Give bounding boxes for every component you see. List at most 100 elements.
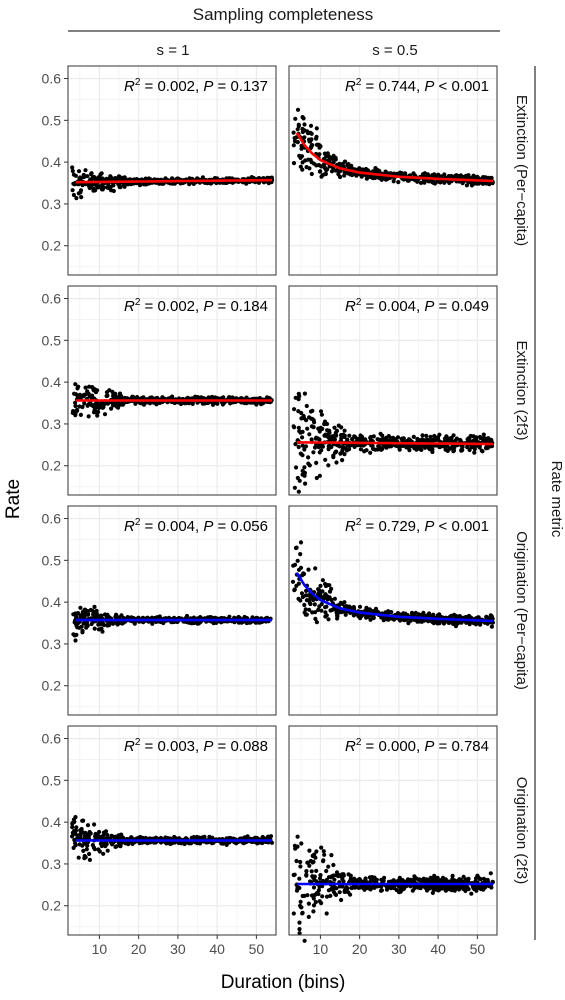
data-point bbox=[472, 444, 477, 449]
data-point bbox=[94, 610, 99, 615]
panel-background bbox=[68, 286, 276, 495]
data-point bbox=[334, 886, 339, 891]
y-tick-label: 0.6 bbox=[42, 731, 62, 747]
data-point bbox=[87, 394, 92, 399]
data-point bbox=[312, 874, 317, 879]
y-tick-label: 0.2 bbox=[42, 238, 62, 254]
data-point bbox=[342, 433, 347, 438]
data-point bbox=[101, 851, 106, 856]
data-point bbox=[302, 465, 307, 470]
data-point bbox=[368, 434, 373, 440]
data-point bbox=[307, 601, 312, 606]
data-point bbox=[301, 413, 306, 419]
data-point bbox=[342, 159, 348, 164]
data-point bbox=[450, 885, 455, 890]
data-point bbox=[294, 858, 299, 864]
data-point bbox=[351, 613, 356, 618]
data-point bbox=[375, 884, 380, 889]
data-point bbox=[317, 450, 322, 455]
data-point bbox=[472, 450, 477, 455]
data-point bbox=[306, 157, 311, 162]
data-point bbox=[92, 822, 97, 827]
data-point bbox=[398, 444, 403, 449]
data-point bbox=[339, 425, 344, 430]
data-point bbox=[443, 884, 448, 889]
panel-grid: Extinction (Per−capita) Extinction (2f3) O… bbox=[42, 65, 530, 957]
data-point bbox=[379, 884, 384, 889]
data-point bbox=[82, 853, 87, 859]
panel-border bbox=[67, 65, 277, 276]
stats-annotation: R2 = 0.002, P = 0.137 bbox=[124, 77, 268, 95]
data-point bbox=[184, 401, 189, 406]
row-strip-1 bbox=[502, 286, 523, 495]
data-point bbox=[474, 435, 479, 440]
data-point bbox=[321, 162, 326, 167]
data-point bbox=[70, 165, 75, 170]
data-point bbox=[329, 853, 334, 858]
data-point bbox=[323, 614, 328, 619]
data-point bbox=[205, 615, 210, 620]
data-point bbox=[431, 180, 436, 185]
data-point bbox=[359, 174, 364, 179]
data-point bbox=[311, 903, 317, 908]
data-point bbox=[195, 176, 200, 181]
data-point bbox=[324, 604, 329, 609]
data-point bbox=[76, 169, 82, 174]
data-point bbox=[319, 845, 324, 850]
data-point bbox=[338, 610, 343, 615]
data-point bbox=[318, 873, 323, 878]
data-point bbox=[489, 624, 494, 629]
data-point bbox=[334, 610, 339, 615]
data-point bbox=[314, 163, 319, 168]
y-tick-label: 0.4 bbox=[42, 154, 62, 170]
panel-background bbox=[68, 726, 276, 935]
data-point bbox=[73, 614, 79, 619]
data-point bbox=[347, 447, 352, 452]
row-label-3: Origination (2f3) bbox=[513, 777, 530, 885]
data-point bbox=[245, 834, 250, 839]
x-tick-label: 50 bbox=[470, 941, 486, 957]
data-point bbox=[336, 443, 341, 448]
data-point bbox=[111, 183, 116, 188]
data-point bbox=[212, 176, 218, 181]
data-point bbox=[326, 431, 331, 436]
data-point bbox=[293, 465, 299, 470]
data-point bbox=[469, 891, 474, 896]
data-point bbox=[489, 175, 494, 181]
data-point bbox=[382, 875, 387, 880]
data-point bbox=[291, 130, 296, 135]
y-tick-label: 0.3 bbox=[42, 416, 62, 432]
data-point bbox=[71, 409, 76, 414]
data-point bbox=[71, 632, 76, 637]
data-point bbox=[71, 845, 76, 851]
data-point bbox=[86, 414, 91, 419]
y-tick-label: 0.2 bbox=[42, 458, 62, 474]
rate-metric-label: Rate metric bbox=[548, 461, 565, 538]
data-point bbox=[83, 385, 88, 390]
data-point bbox=[82, 614, 87, 619]
data-point bbox=[92, 604, 97, 610]
row-label-2: Origination (Per−capita) bbox=[513, 531, 530, 690]
y-tick-label: 0.3 bbox=[42, 196, 62, 212]
data-point bbox=[93, 406, 98, 411]
data-point bbox=[193, 394, 198, 399]
data-point bbox=[118, 185, 123, 190]
data-point bbox=[449, 436, 454, 441]
data-point bbox=[307, 607, 312, 612]
data-point bbox=[314, 879, 319, 884]
data-point bbox=[395, 611, 401, 616]
data-point bbox=[460, 448, 465, 453]
data-point bbox=[291, 911, 296, 916]
data-point bbox=[100, 182, 105, 187]
data-point bbox=[319, 608, 324, 613]
data-point bbox=[489, 885, 494, 890]
data-point bbox=[295, 844, 300, 849]
data-point bbox=[417, 446, 422, 451]
data-point bbox=[401, 886, 406, 891]
data-point bbox=[317, 899, 322, 904]
data-point bbox=[71, 172, 76, 177]
data-point bbox=[373, 606, 379, 612]
panel-border bbox=[288, 65, 498, 276]
data-point bbox=[78, 412, 83, 417]
data-point bbox=[140, 395, 146, 400]
